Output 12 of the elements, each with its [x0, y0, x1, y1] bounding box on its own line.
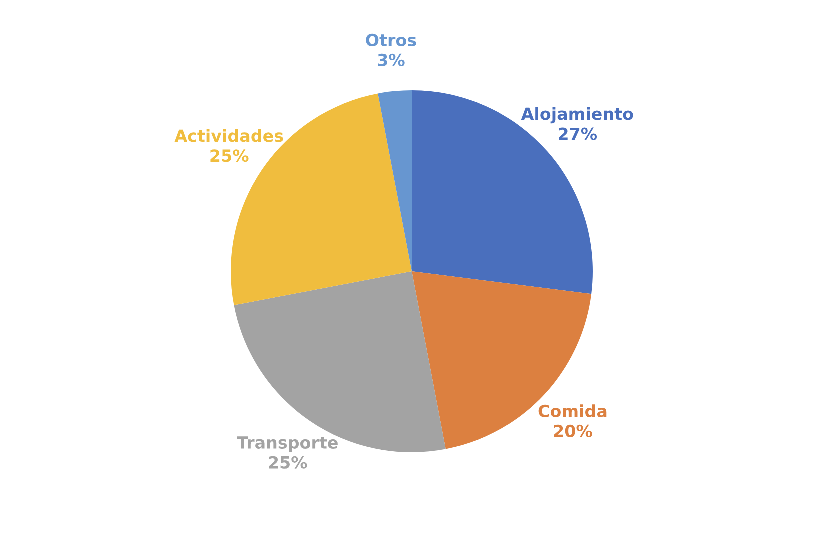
- slice-label: Otros: [366, 34, 416, 47]
- slice-label: Transporte: [237, 436, 338, 452]
- data-label: 25%: [210, 150, 249, 162]
- pie-slice: [234, 272, 446, 452]
- data-label: 25%: [269, 456, 308, 469]
- slice-label: Alojamiento: [521, 107, 634, 124]
- slice-label: Actividades: [174, 129, 284, 142]
- data-label: 20%: [554, 424, 592, 438]
- slice-label: Comida: [538, 404, 607, 418]
- data-label: 27%: [559, 128, 598, 140]
- data-label: 3%: [378, 54, 405, 66]
- pie-slice: [378, 90, 412, 272]
